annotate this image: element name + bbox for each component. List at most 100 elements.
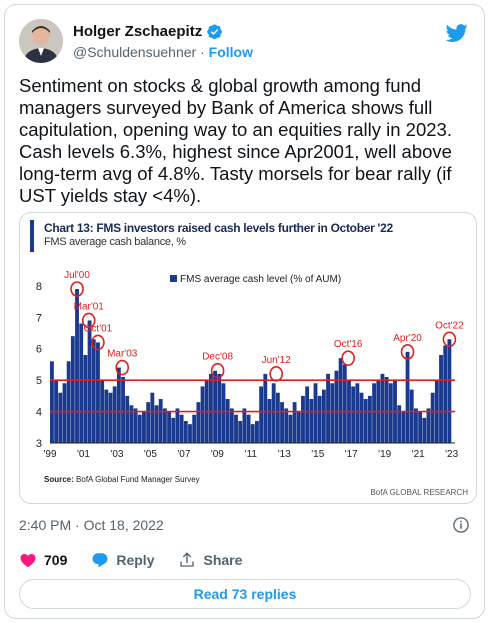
annotation-label: Jun'12 (262, 355, 292, 366)
chart-bar (234, 414, 238, 443)
reply-icon (92, 553, 108, 568)
chart-bar (146, 402, 151, 443)
chart-bar (50, 361, 54, 443)
chart-bar (405, 351, 410, 443)
chart-bar (91, 339, 96, 443)
reply-button[interactable]: Reply (91, 551, 154, 569)
chart-bar (83, 355, 88, 443)
chart-bar (359, 392, 364, 443)
chart-bar (372, 383, 377, 443)
chart-bar (367, 395, 372, 443)
legend-swatch (170, 275, 177, 282)
cash-level-chart: 3 4 5 6 7 8 '99 '01 '03 '05 '07 '09 '11 '13 '15 '17 '19 '… (36, 270, 464, 460)
chart-bar (275, 392, 280, 443)
chart-bar (439, 355, 443, 443)
x-tick-label: '03 (110, 449, 123, 460)
x-tick-label: '11 (245, 449, 258, 460)
chart-bar (259, 386, 264, 443)
author-name-row: Holger Zschaepitz (73, 23, 223, 40)
annotation-circle (400, 344, 415, 360)
tweet-card: Holger Zschaepitz @Schuldensuehner · Fol… (4, 4, 485, 619)
chart-bar (66, 361, 71, 443)
twitter-bird-icon[interactable] (446, 22, 468, 44)
chart-bar (326, 373, 330, 443)
chart-bar (96, 342, 100, 443)
chart-bar (313, 383, 318, 443)
chart-bar (142, 411, 146, 443)
chart-bar (296, 411, 301, 443)
chart-bar (70, 336, 75, 443)
follow-link[interactable]: Follow (208, 44, 253, 60)
annotation-circle (210, 362, 225, 379)
chart-bar (246, 414, 251, 443)
chart-bar (221, 383, 226, 443)
annotation-circle (442, 331, 457, 348)
chart-bar (129, 405, 134, 443)
chart-brand: BofA GLOBAL RESEARCH (370, 488, 468, 497)
chart-bar (171, 417, 176, 443)
author-name[interactable]: Holger Zschaepitz (73, 23, 203, 40)
annotation-circle (115, 359, 130, 376)
tweet-actions: 709 Reply Share (19, 551, 266, 569)
chart-bar (413, 408, 418, 443)
chart-bar (87, 320, 92, 443)
avatar[interactable] (19, 19, 63, 63)
chart-bar (388, 383, 393, 443)
annotation-circle (70, 281, 84, 297)
y-tick-label: 3 (36, 438, 42, 450)
chart-bar (397, 405, 402, 443)
chart-bar (154, 405, 159, 443)
chart-bar (175, 408, 180, 443)
chart-bar (229, 408, 234, 443)
chart-bar (401, 411, 406, 443)
chart-bar (267, 399, 272, 443)
chart-bar (137, 414, 142, 443)
chart-bar (108, 392, 113, 443)
chart-bar (292, 402, 297, 443)
chart-bar (255, 421, 259, 443)
chart-bar (443, 345, 448, 443)
chart-bar (125, 395, 130, 443)
chart-bar (179, 414, 184, 443)
chart-bar (196, 402, 201, 443)
chart-bar (150, 392, 155, 443)
chart-bar (271, 383, 276, 443)
chart-bar (121, 377, 125, 443)
chart-title: Chart 13: FMS investors raised cash leve… (44, 221, 393, 235)
read-replies-button[interactable]: Read 73 replies (19, 579, 471, 609)
like-button[interactable]: 709 (19, 551, 67, 569)
share-button[interactable]: Share (178, 551, 242, 569)
y-tick-label: 4 (36, 407, 42, 419)
chart-bar (418, 411, 423, 443)
annotation-circle (91, 334, 105, 351)
chart-bar (167, 411, 171, 443)
tweet-timestamp[interactable]: 2:40 PM · Oct 18, 2022 (19, 517, 164, 533)
chart-title-accent (30, 220, 34, 252)
chart-image[interactable]: Chart 13: FMS investors raised cash leve… (19, 212, 477, 504)
annotation-label: Apr'20 (393, 333, 422, 344)
chart-bar (242, 408, 247, 443)
chart-bar (188, 424, 192, 443)
annotation-label: Oct'16 (334, 339, 363, 350)
x-tick-label: '21 (412, 449, 425, 460)
chart-bar (321, 389, 326, 443)
legend-label: FMS average cash level (% of AUM) (180, 274, 341, 285)
annotation-label: Mar'01 (74, 301, 105, 312)
chart-source-text: BofA Global Fund Manager Survey (76, 475, 200, 484)
chart-bar (208, 373, 213, 443)
chart-bar (284, 408, 289, 443)
chart-bar (263, 373, 268, 443)
info-icon[interactable] (452, 516, 470, 534)
chart-bar (309, 399, 314, 443)
like-count: 709 (44, 552, 68, 568)
chart-bar (162, 408, 167, 443)
y-tick-label: 7 (36, 312, 42, 324)
chart-bar (133, 408, 138, 443)
y-tick-label: 5 (36, 375, 42, 387)
author-handle[interactable]: @Schuldensuehner (73, 44, 197, 60)
chart-bar (112, 386, 117, 443)
chart-bar (158, 399, 163, 443)
share-label: Share (203, 552, 243, 568)
annotation-circle (341, 350, 355, 366)
chart-bar (238, 421, 243, 443)
